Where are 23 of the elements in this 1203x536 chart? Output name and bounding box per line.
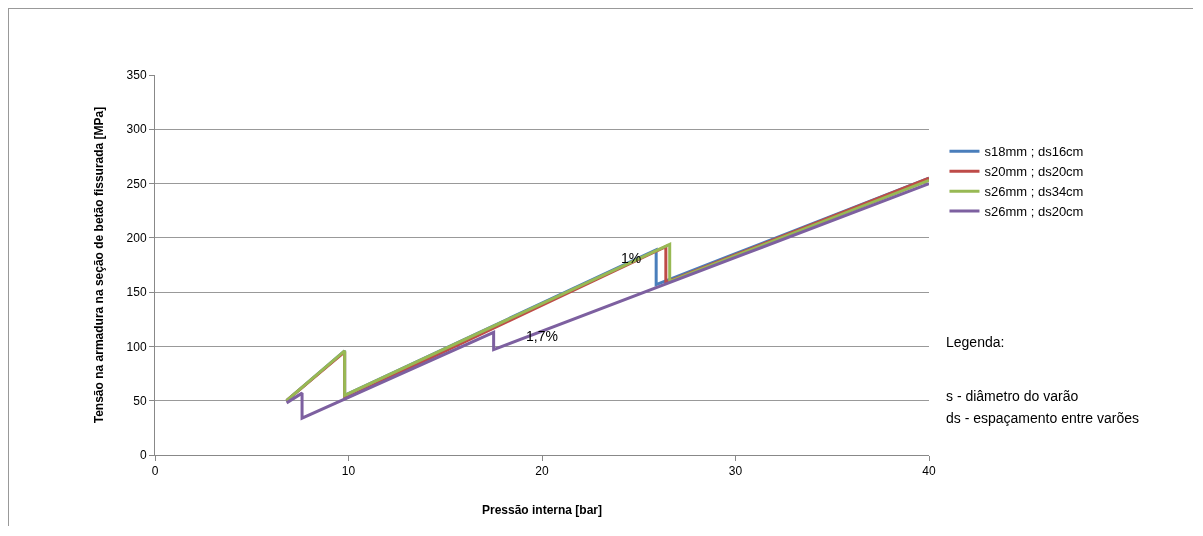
y-tick-label: 100 <box>126 339 147 354</box>
y-tick-label: 250 <box>126 176 147 191</box>
y-tick-label: 150 <box>126 285 147 300</box>
annotation: 1,7% <box>526 328 558 344</box>
text: s - diâmetro do varão <box>946 388 1079 404</box>
x-tick-label: 10 <box>341 464 356 479</box>
y-axis-title: Tensão na armadura na seção de betão fissurada [MPa] <box>91 106 106 424</box>
text: Legenda: <box>946 334 1005 350</box>
legend-label: s18mm ; ds16cm <box>984 144 1084 160</box>
y-tick-label: 50 <box>133 393 147 408</box>
x-tick-label: 30 <box>728 464 743 479</box>
y-tick-label: 350 <box>126 68 147 83</box>
legend-label: s26mm ; ds34cm <box>984 184 1084 200</box>
x-axis-title: Pressão interna [bar] <box>481 503 603 518</box>
x-tick-label: 20 <box>535 464 549 479</box>
y-tick-label: 300 <box>126 122 147 137</box>
y-tick-label: 200 <box>126 231 147 246</box>
legend-label: s26mm ; ds20cm <box>984 204 1084 220</box>
x-tick-label: 40 <box>922 464 936 479</box>
x-tick-label: 0 <box>151 464 159 479</box>
legend-label: s20mm ; ds20cm <box>984 164 1084 180</box>
text: ds - espaçamento entre varões <box>946 410 1139 426</box>
y-tick-label: 0 <box>139 448 147 463</box>
